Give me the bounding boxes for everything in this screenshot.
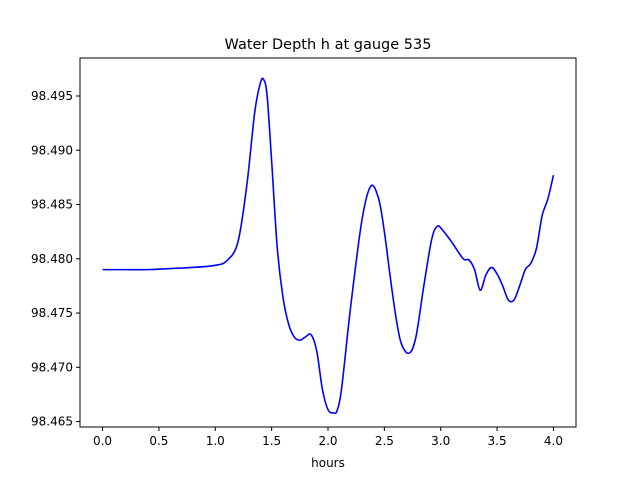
x-tick-label: 1.0 — [206, 434, 225, 448]
y-tick-label: 98.480 — [31, 252, 73, 266]
x-tick-label: 2.5 — [375, 434, 394, 448]
plot-frame — [79, 57, 577, 428]
x-axis-label: hours — [311, 456, 345, 470]
y-axis: 98.465 98.470 98.475 98.480 98.485 98.490 98.4… — [31, 89, 80, 429]
chart-title: Water Depth h at gauge 535 — [225, 37, 432, 53]
x-axis: 0.0 0.5 1.0 1.5 2.0 2.5 3.0 3.5 4.0 — [93, 427, 563, 448]
x-tick-label: 3.5 — [488, 434, 507, 448]
x-tick-label: 0.0 — [93, 434, 112, 448]
series-line — [102, 77, 555, 415]
x-tick-label: 4.0 — [544, 434, 563, 448]
x-tick-label: 2.0 — [318, 434, 337, 448]
x-tick-label: 0.5 — [149, 434, 168, 448]
x-tick-label: 3.0 — [431, 434, 450, 448]
y-tick-label: 98.465 — [31, 415, 73, 429]
y-tick-label: 98.495 — [31, 89, 73, 103]
y-tick-label: 98.490 — [31, 143, 73, 157]
y-tick-label: 98.475 — [31, 306, 73, 320]
y-tick-label: 98.470 — [31, 360, 73, 374]
x-tick-label: 1.5 — [262, 434, 281, 448]
y-tick-label: 98.485 — [31, 198, 73, 212]
